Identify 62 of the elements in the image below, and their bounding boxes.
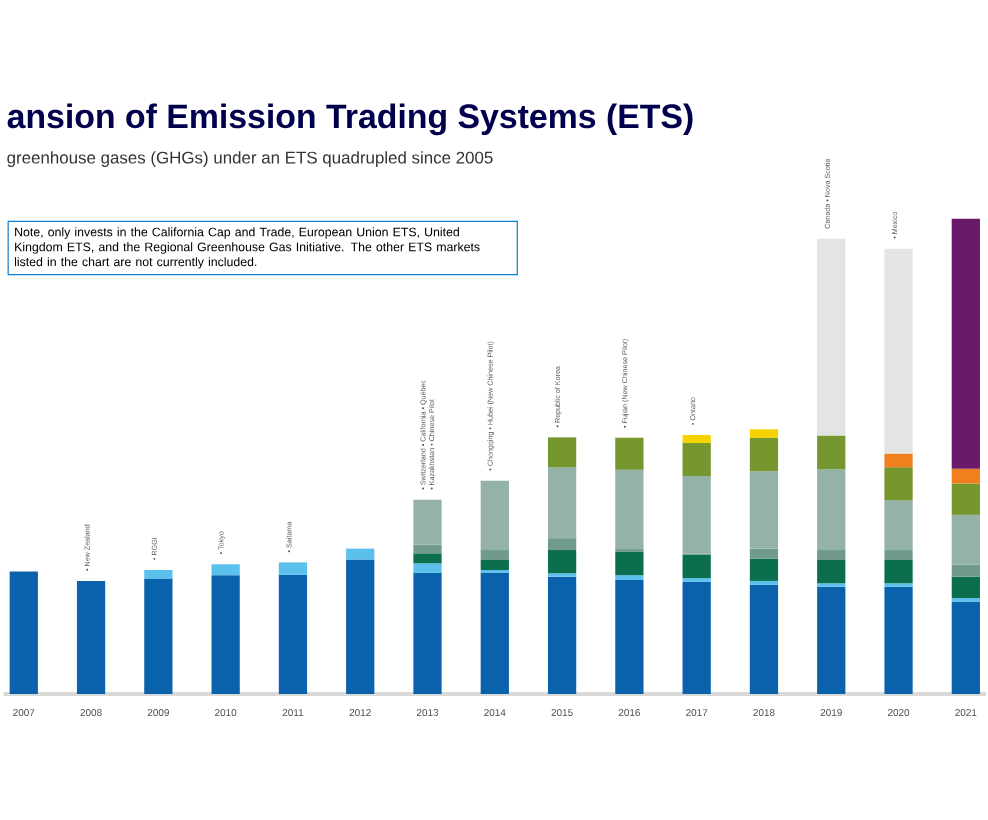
bar bbox=[615, 551, 644, 576]
bar bbox=[884, 560, 913, 584]
bar bbox=[749, 558, 779, 582]
bar bbox=[817, 239, 846, 436]
bar bbox=[211, 575, 240, 695]
bar bbox=[615, 438, 644, 471]
bar bbox=[951, 219, 980, 470]
bar bbox=[615, 470, 644, 550]
bar bbox=[480, 573, 509, 695]
bar bbox=[951, 576, 980, 599]
bar bbox=[884, 500, 913, 551]
bar bbox=[76, 581, 106, 695]
bar bbox=[951, 602, 980, 695]
bar bbox=[951, 483, 980, 516]
bar bbox=[547, 576, 577, 695]
bar bbox=[413, 499, 442, 546]
bar bbox=[884, 249, 913, 454]
bar bbox=[547, 550, 577, 574]
bar bbox=[547, 437, 577, 468]
bar bbox=[480, 480, 509, 551]
bar bbox=[951, 565, 980, 577]
bar bbox=[615, 575, 644, 581]
bar bbox=[413, 563, 442, 574]
bar bbox=[749, 429, 779, 439]
chart-title: ansion of Emission Trading Systems (ETS) bbox=[7, 103, 693, 136]
bar bbox=[749, 471, 779, 549]
bar bbox=[884, 453, 913, 468]
bar bbox=[749, 548, 779, 559]
bar bbox=[749, 585, 779, 695]
bar bbox=[682, 435, 711, 444]
bar bbox=[413, 553, 442, 564]
bar bbox=[817, 435, 846, 470]
bar bbox=[884, 586, 913, 695]
bar bbox=[278, 562, 308, 576]
bar bbox=[682, 443, 711, 477]
bar bbox=[144, 578, 173, 695]
bar bbox=[413, 573, 442, 695]
bar bbox=[547, 538, 577, 551]
bar bbox=[615, 580, 644, 695]
bar bbox=[144, 570, 173, 579]
bar bbox=[9, 571, 38, 695]
bar bbox=[547, 467, 577, 539]
bar bbox=[817, 560, 846, 584]
bar bbox=[951, 469, 980, 484]
bar bbox=[884, 550, 913, 561]
bar bbox=[480, 560, 509, 571]
bar bbox=[346, 559, 375, 695]
bar bbox=[346, 548, 375, 560]
bar bbox=[817, 469, 846, 551]
bar bbox=[480, 550, 509, 561]
bar bbox=[817, 586, 846, 695]
bar bbox=[749, 438, 779, 472]
bar bbox=[951, 515, 980, 566]
bar bbox=[413, 545, 442, 554]
bar bbox=[682, 582, 711, 695]
bar bbox=[817, 550, 846, 561]
chart-subtitle: greenhouse gases (GHGs) under an ETS quadrupled since 2005 bbox=[7, 151, 493, 168]
bar bbox=[211, 564, 240, 576]
bar bbox=[682, 555, 711, 579]
bar bbox=[682, 476, 711, 554]
bar bbox=[278, 575, 308, 695]
bar bbox=[884, 467, 913, 501]
